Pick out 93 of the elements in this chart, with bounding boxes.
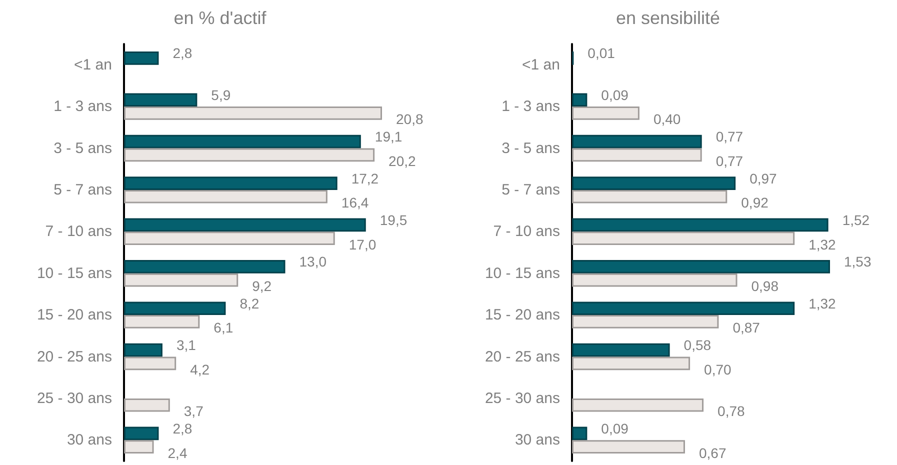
y-tick-label: 20 - 25 ans [484, 348, 560, 366]
data-label: 5,9 [211, 86, 231, 103]
bar [124, 273, 238, 287]
data-label: 1,53 [844, 254, 872, 270]
data-label: 0,40 [653, 111, 681, 128]
bar [124, 232, 335, 245]
bar [124, 190, 328, 204]
data-label: 17,2 [351, 170, 379, 186]
data-label: 0,58 [684, 337, 712, 354]
bar [124, 440, 154, 454]
data-label: 19,1 [374, 128, 402, 145]
data-label: 0,09 [601, 420, 629, 436]
bar [124, 106, 382, 120]
bar [124, 356, 176, 370]
data-label: 13,0 [299, 254, 327, 270]
data-label: 2,8 [172, 45, 192, 62]
chart-title: en sensibilité [616, 8, 720, 28]
bar [124, 148, 375, 162]
y-tick-label: 25 - 30 ans [484, 390, 560, 407]
bar [572, 106, 640, 120]
y-tick-label: 20 - 25 ans [36, 348, 112, 366]
y-tick-label: 30 ans [66, 432, 112, 449]
data-label: 6,1 [214, 320, 234, 336]
y-tick-label: 3 - 5 ans [502, 140, 560, 157]
data-label: 2,4 [168, 444, 188, 461]
data-label: 0,77 [716, 152, 744, 169]
data-label: 3,7 [184, 403, 204, 420]
bar [572, 273, 738, 287]
data-label: 8,2 [240, 295, 260, 312]
y-tick-label: 15 - 20 ans [36, 306, 112, 324]
bar [572, 176, 736, 190]
data-label: 19,5 [380, 212, 408, 228]
bar [124, 176, 338, 190]
bar [124, 302, 226, 316]
bar [572, 232, 795, 245]
y-tick-label: <1 an [74, 56, 112, 74]
bar [124, 134, 361, 148]
data-label: 0,77 [716, 128, 744, 145]
y-tick-label: 10 - 15 ans [484, 264, 560, 282]
bar [124, 398, 170, 412]
y-tick-label: 30 ans [514, 432, 560, 449]
data-label: 9,2 [252, 278, 272, 294]
data-label: 1,32 [808, 236, 836, 252]
bar [124, 315, 200, 328]
data-label: 4,2 [190, 361, 210, 378]
y-tick-label: 10 - 15 ans [36, 264, 112, 282]
bar [124, 426, 159, 440]
y-tick-label: 5 - 7 ans [54, 181, 112, 198]
data-label: 0,98 [751, 278, 779, 294]
data-label: 20,2 [388, 152, 416, 169]
y-tick-label: 7 - 10 ans [493, 223, 560, 240]
bar [124, 260, 286, 274]
bar [124, 93, 198, 107]
y-tick-label: 3 - 5 ans [54, 140, 112, 157]
data-label: 0,92 [741, 194, 769, 211]
data-label: 1,32 [808, 295, 836, 312]
data-label: 0,97 [750, 170, 778, 186]
data-label: 0,78 [718, 403, 745, 420]
bar [124, 343, 162, 357]
bar [572, 302, 795, 316]
data-label: 0,70 [704, 361, 732, 378]
bar [572, 260, 830, 274]
bar [572, 356, 690, 370]
data-label: 0,87 [732, 320, 760, 336]
bar [572, 190, 728, 204]
y-tick-label: 1 - 3 ans [502, 98, 560, 116]
y-tick-label: 7 - 10 ans [45, 223, 112, 240]
bar [572, 315, 719, 328]
y-tick-label: 5 - 7 ans [502, 181, 560, 198]
data-label: 2,8 [172, 420, 192, 436]
bar [572, 218, 828, 232]
data-label: 20,8 [396, 111, 424, 128]
y-tick-label: 25 - 30 ans [36, 390, 112, 407]
bar [572, 93, 588, 107]
data-label: 0,01 [588, 45, 616, 62]
bar [124, 218, 366, 232]
data-label: 0,09 [601, 86, 629, 103]
y-tick-label: 1 - 3 ans [54, 98, 112, 116]
bar [572, 148, 702, 162]
bar [572, 343, 670, 357]
y-tick-label: 15 - 20 ans [484, 306, 560, 324]
chart-title: en % d'actif [174, 8, 268, 28]
data-label: 17,0 [348, 236, 376, 252]
data-label: 3,1 [176, 337, 196, 354]
data-label: 0,67 [698, 444, 726, 461]
bar [572, 398, 704, 412]
data-label: 16,4 [341, 194, 369, 211]
bar [572, 440, 685, 454]
data-label: 1,52 [842, 212, 870, 228]
bar [124, 52, 159, 65]
y-tick-label: <1 an [522, 56, 560, 74]
bar [572, 426, 588, 440]
bar [572, 134, 702, 148]
